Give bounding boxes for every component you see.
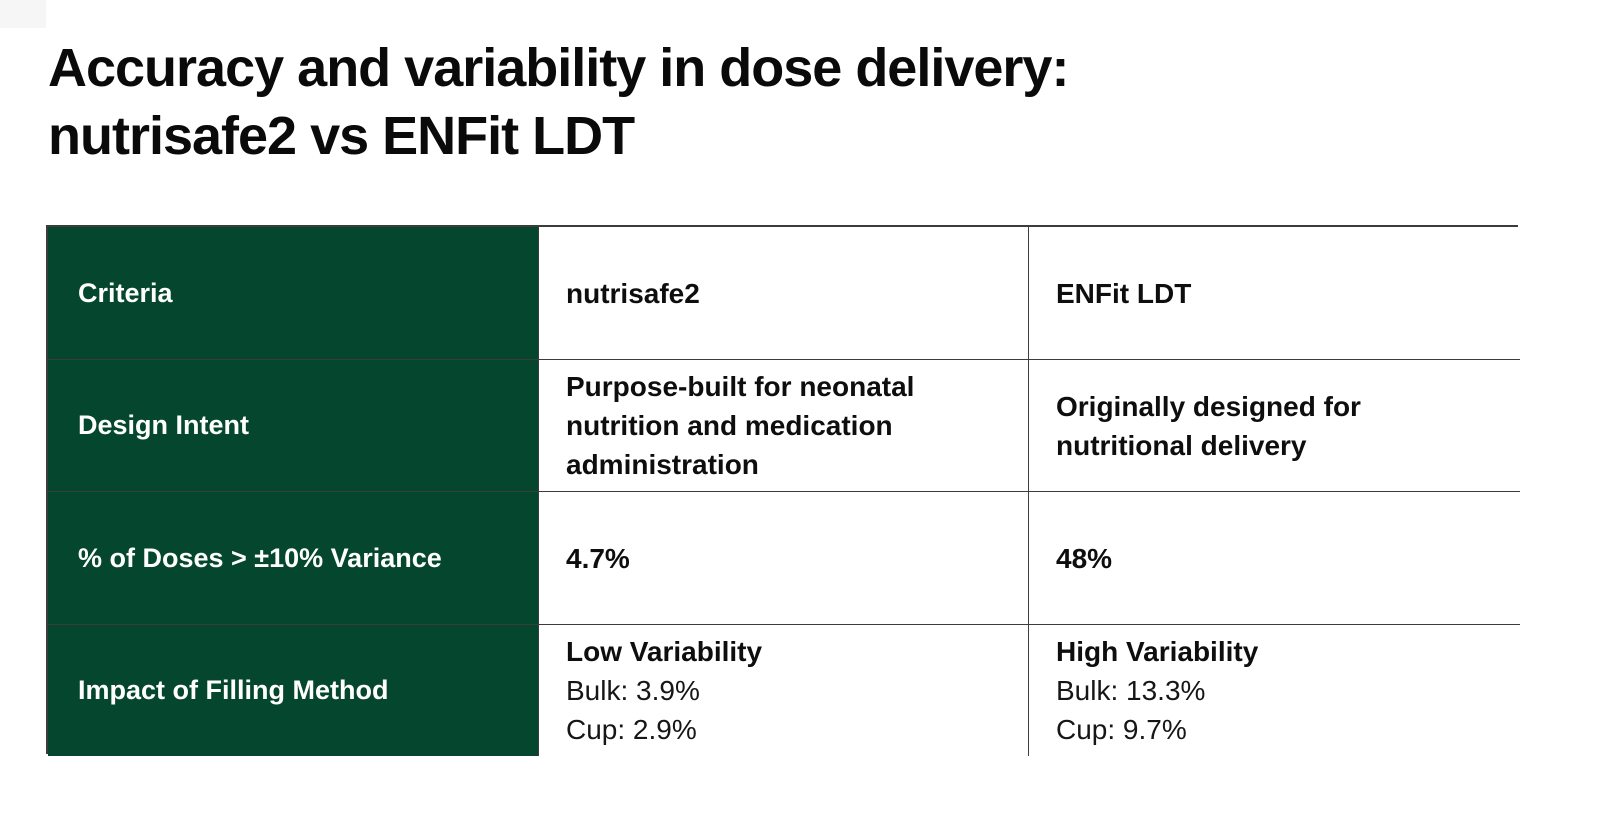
page-title: Accuracy and variability in dose deliver…: [48, 34, 1069, 170]
row-variance-label-cell: % of Doses > ±10% Variance: [48, 492, 539, 625]
row-variance-enfit-value: 48%: [1056, 542, 1113, 574]
row-filling-nutrisafe2-bulk: Bulk: 3.9%: [566, 675, 700, 706]
row-filling-enfit-heading: High Variability: [1056, 636, 1259, 667]
page-title-line1: Accuracy and variability in dose deliver…: [48, 38, 1069, 98]
page-title-line2: nutrisafe2 vs ENFit LDT: [48, 106, 635, 166]
row-filling-nutrisafe2-heading: Low Variability: [566, 636, 763, 667]
row-design-intent-nutrisafe2-cell: Purpose-built for neonatal nutrition and…: [539, 360, 1029, 492]
row-variance-nutrisafe2-cell: 4.7%: [539, 492, 1029, 625]
row-design-intent-label-cell: Design Intent: [48, 360, 539, 492]
header-criteria-label: Criteria: [78, 277, 173, 308]
row-variance-label: % of Doses > ±10% Variance: [78, 542, 442, 573]
row-variance-enfit-cell: 48%: [1029, 492, 1520, 625]
header-cell-criteria: Criteria: [48, 227, 539, 360]
row-design-intent-label: Design Intent: [78, 410, 250, 440]
row-variance-nutrisafe2-value: 4.7%: [566, 542, 630, 574]
row-design-intent-enfit-value: Originally designed for nutritional deli…: [1056, 390, 1361, 461]
row-filling-enfit-bulk: Bulk: 13.3%: [1056, 675, 1206, 706]
row-filling-label-cell: Impact of Filling Method: [48, 625, 539, 756]
row-filling-nutrisafe2-cup: Cup: 2.9%: [566, 714, 697, 745]
header-nutrisafe2-label: nutrisafe2: [566, 277, 700, 309]
header-enfit-ldt-label: ENFit LDT: [1056, 277, 1192, 309]
row-filling-enfit-cup: Cup: 9.7%: [1056, 714, 1187, 745]
row-filling-enfit-cell: High Variability Bulk: 13.3% Cup: 9.7%: [1029, 625, 1520, 756]
corner-artifact: [0, 0, 46, 28]
row-filling-nutrisafe2-cell: Low Variability Bulk: 3.9% Cup: 2.9%: [539, 625, 1029, 756]
row-filling-label: Impact of Filling Method: [78, 675, 389, 705]
header-cell-enfit-ldt: ENFit LDT: [1029, 227, 1520, 360]
row-design-intent-nutrisafe2-value: Purpose-built for neonatal nutrition and…: [566, 371, 915, 480]
comparison-table: Criteria nutrisafe2 ENFit LDT Design Int…: [46, 225, 1520, 756]
row-design-intent-enfit-cell: Originally designed for nutritional deli…: [1029, 360, 1520, 492]
header-cell-nutrisafe2: nutrisafe2: [539, 227, 1029, 360]
